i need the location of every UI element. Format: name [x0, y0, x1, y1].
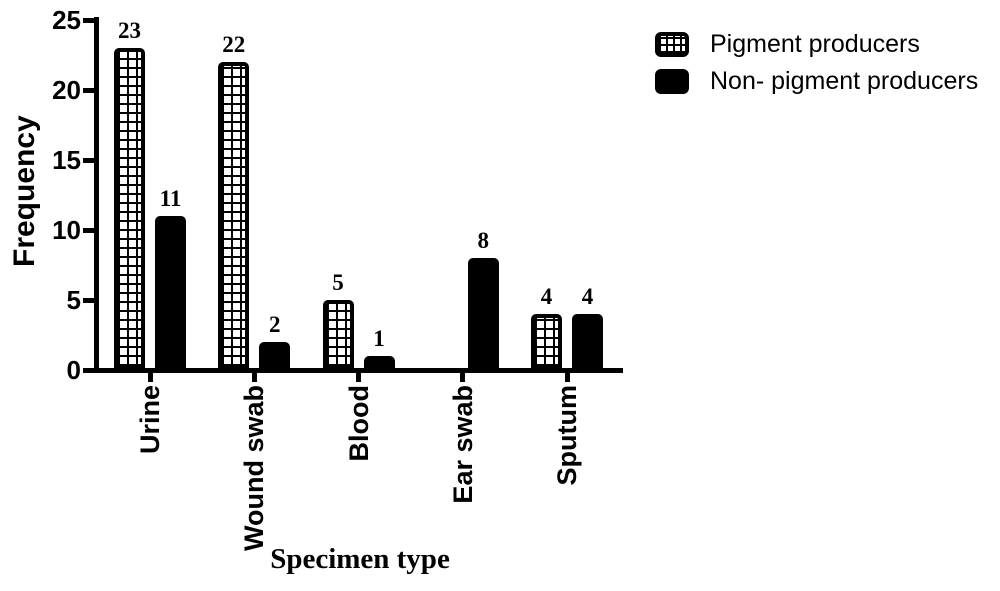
x-category-label-sputum: Sputum	[552, 385, 582, 486]
bar-value-label-sputum-non-pigment-producers: 4	[581, 284, 594, 309]
y-tick-0	[83, 367, 94, 373]
bar-non-pigment-producers-urine	[155, 216, 186, 370]
x-category-label-urine: Urine	[135, 385, 165, 455]
bar-non-pigment-producers-blood	[363, 356, 395, 370]
x-category-label-wound-swab: Wound swab	[239, 385, 270, 551]
x-category-label-ear-swab: Ear swab	[447, 385, 478, 504]
legend: Pigment producers Non- pigment producers	[655, 31, 978, 105]
legend-item-pigment-producers: Pigment producers	[655, 31, 978, 57]
solid-swatch-icon	[655, 68, 689, 94]
bar-value-label-ear-swab-non-pigment-producers: 8	[477, 228, 490, 253]
y-tick-label-5: 5	[66, 285, 81, 315]
bar-value-label-wound-swab-pigment-producers: 22	[222, 32, 246, 57]
x-axis-title: Specimen type	[270, 543, 450, 575]
x-axis-line	[94, 368, 623, 373]
bar-pigment-producers-blood	[322, 300, 354, 370]
x-tick-ear-swab	[460, 373, 466, 382]
bar-value-label-blood-non-pigment-producers: 1	[373, 326, 385, 351]
y-axis-line	[94, 17, 99, 373]
checkered-swatch-icon	[655, 31, 689, 57]
y-tick-15	[83, 157, 94, 163]
legend-label-non-pigment-producers: Non- pigment producers	[710, 67, 979, 95]
bar-value-label-wound-swab-non-pigment-producers: 2	[269, 312, 281, 337]
x-tick-urine	[147, 373, 153, 382]
bar-non-pigment-producers-wound-swab	[259, 342, 291, 370]
legend-label-pigment-producers: Pigment producers	[710, 30, 920, 58]
legend-item-non-pigment-producers: Non- pigment producers	[655, 68, 978, 94]
x-category-label-blood: Blood	[343, 385, 374, 462]
x-tick-blood	[356, 373, 361, 382]
bar-value-label-urine-pigment-producers: 23	[118, 18, 141, 43]
y-tick-label-15: 15	[52, 145, 81, 175]
y-tick-20	[83, 87, 94, 93]
bar-value-label-sputum-pigment-producers: 4	[540, 284, 553, 309]
y-tick-label-0: 0	[66, 355, 81, 385]
x-tick-wound-swab	[251, 373, 257, 382]
bar-pigment-producers-urine	[114, 48, 145, 370]
bar-value-label-blood-pigment-producers: 5	[332, 270, 344, 295]
y-tick-25	[83, 17, 94, 23]
y-tick-10	[83, 227, 94, 233]
bar-non-pigment-producers-sputum	[572, 314, 603, 370]
y-axis-title: Frequency	[8, 115, 41, 267]
y-tick-label-10: 10	[52, 215, 81, 245]
bar-pigment-producers-sputum	[531, 314, 562, 370]
y-tick-5	[83, 297, 94, 303]
y-tick-label-25: 25	[52, 5, 81, 35]
bar-pigment-producers-wound-swab	[218, 62, 250, 370]
bar-value-label-urine-non-pigment-producers: 11	[159, 186, 182, 211]
x-tick-sputum	[564, 373, 570, 382]
y-tick-label-20: 20	[52, 75, 81, 105]
bar-non-pigment-producers-ear-swab	[467, 258, 499, 370]
